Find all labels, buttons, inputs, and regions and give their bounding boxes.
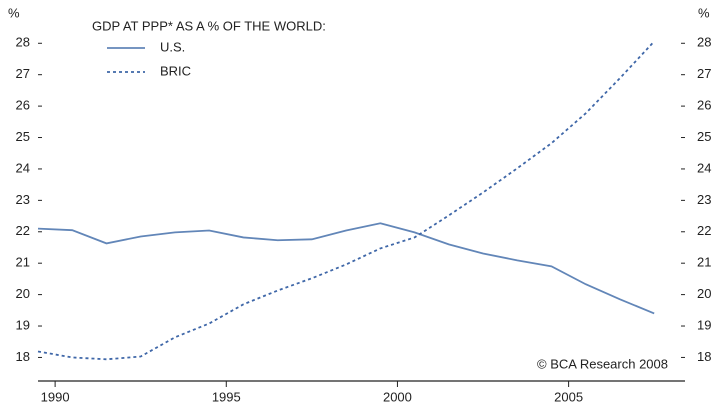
x-tick-label: 2005: [554, 389, 583, 404]
legend-label: U.S.: [160, 39, 185, 54]
y2-tick-label: 19: [697, 317, 711, 332]
x-tick-label: 1995: [212, 389, 241, 404]
y2-tick-label: 21: [697, 255, 711, 270]
y2-tick-label: 22: [697, 223, 711, 238]
y-tick-label: 27: [16, 66, 30, 81]
legend-title: GDP AT PPP* AS A % OF THE WORLD:: [92, 18, 326, 33]
y2-tick-label: 20: [697, 286, 711, 301]
y2-tick-label: 18: [697, 349, 711, 364]
y2-tick-label: 23: [697, 192, 711, 207]
y-axis-label: %: [8, 5, 20, 20]
legend-label: BRIC: [160, 63, 191, 78]
y-tick-label: 23: [16, 192, 30, 207]
annotation: © BCA Research 2008: [537, 356, 668, 371]
y-tick-label: 21: [16, 255, 30, 270]
y-tick-label: 19: [16, 317, 30, 332]
x-tick-label: 2000: [383, 389, 412, 404]
y2-tick-label: 24: [697, 160, 711, 175]
y2-tick-label: 25: [697, 129, 711, 144]
y-tick-label: 25: [16, 129, 30, 144]
x-tick-label: 1990: [41, 389, 70, 404]
y2-tick-label: 26: [697, 98, 711, 113]
series-line: [37, 40, 655, 361]
series-line: [37, 222, 655, 315]
y2-tick-label: 27: [697, 66, 711, 81]
y-tick-label: 28: [16, 35, 30, 50]
y2-axis-label: %: [698, 5, 710, 20]
y-tick-label: 26: [16, 98, 30, 113]
y-tick-label: 18: [16, 349, 30, 364]
y-tick-label: 22: [16, 223, 30, 238]
y-tick-label: 24: [16, 160, 30, 175]
y2-tick-label: 28: [697, 35, 711, 50]
y-tick-label: 20: [16, 286, 30, 301]
